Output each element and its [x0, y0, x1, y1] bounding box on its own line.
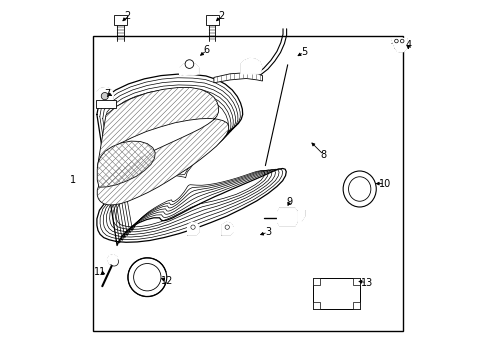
Bar: [96, 100, 116, 108]
Polygon shape: [107, 255, 117, 264]
Polygon shape: [297, 211, 305, 221]
Text: 1: 1: [70, 175, 77, 185]
Text: 8: 8: [320, 150, 326, 160]
Circle shape: [185, 60, 193, 68]
Bar: [352, 278, 359, 285]
Text: 13: 13: [360, 278, 372, 288]
Bar: [312, 278, 359, 309]
Polygon shape: [97, 74, 285, 246]
Circle shape: [110, 257, 118, 266]
Polygon shape: [96, 87, 113, 104]
Text: 5: 5: [300, 47, 306, 57]
Bar: [205, 15, 218, 25]
Text: 2: 2: [218, 11, 224, 21]
Bar: [93, 36, 402, 331]
Text: 10: 10: [378, 179, 390, 189]
Polygon shape: [390, 39, 407, 52]
Text: 2: 2: [124, 11, 130, 21]
Text: 12: 12: [161, 276, 173, 286]
Text: 7: 7: [104, 89, 111, 99]
Bar: [312, 278, 320, 285]
Ellipse shape: [343, 171, 375, 207]
Text: 3: 3: [264, 227, 270, 237]
Bar: [114, 15, 126, 25]
Bar: [312, 302, 320, 309]
Text: 11: 11: [94, 267, 106, 277]
Text: 6: 6: [203, 45, 209, 55]
Polygon shape: [97, 87, 228, 205]
Polygon shape: [187, 222, 199, 235]
Ellipse shape: [348, 177, 370, 201]
Polygon shape: [179, 63, 199, 76]
Text: 4: 4: [405, 40, 410, 50]
Polygon shape: [97, 141, 155, 187]
Polygon shape: [222, 222, 233, 235]
Circle shape: [101, 93, 108, 100]
Polygon shape: [241, 58, 261, 74]
Polygon shape: [277, 208, 296, 226]
Text: 9: 9: [286, 197, 292, 207]
Bar: [352, 302, 359, 309]
Polygon shape: [213, 73, 262, 83]
